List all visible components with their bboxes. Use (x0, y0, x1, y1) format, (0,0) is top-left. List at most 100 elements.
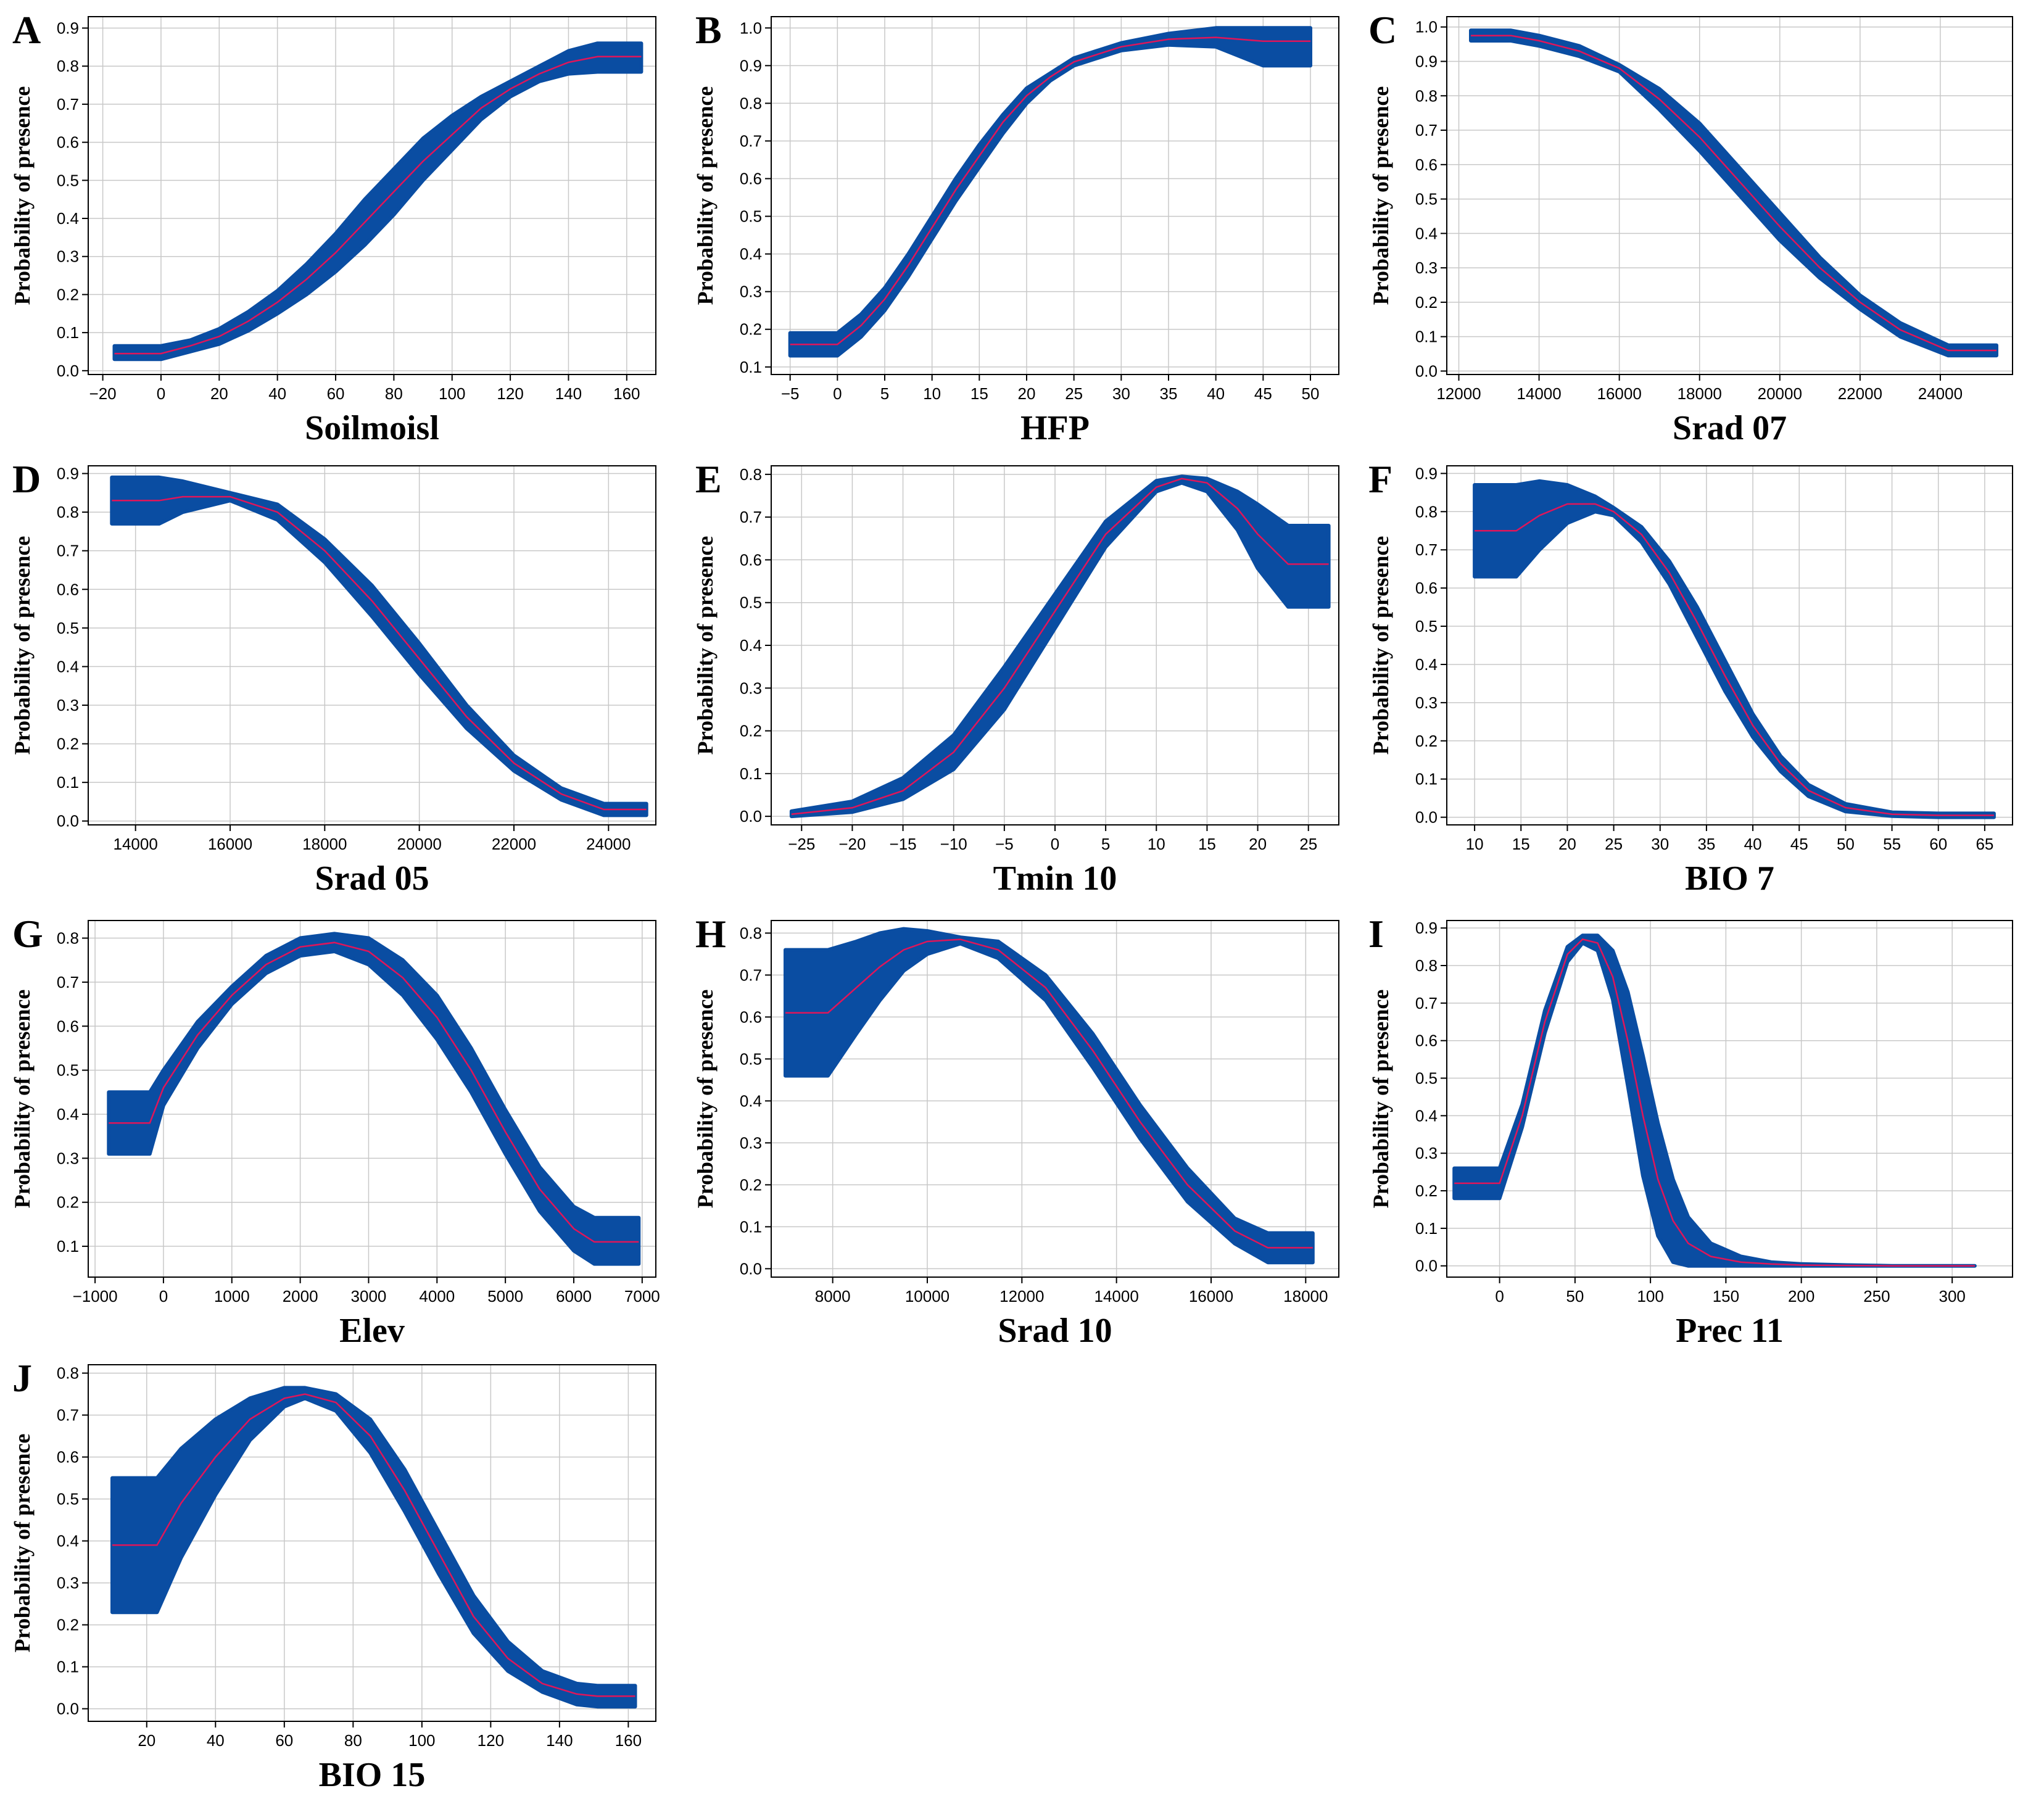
y-axis-label: Probability of presence (693, 536, 718, 755)
x-tick-label: 140 (546, 1731, 573, 1750)
x-tick-label: −25 (788, 835, 815, 853)
y-tick-label: 0.0 (1415, 808, 1438, 827)
y-tick-label: 0.1 (1415, 770, 1438, 788)
x-axis-label: BIO 15 (319, 1756, 426, 1794)
x-tick-label: 22000 (492, 835, 536, 853)
y-tick-label: 0.5 (1415, 190, 1438, 209)
y-tick-label: 0.6 (1415, 579, 1438, 597)
y-tick-label: 0.4 (1415, 655, 1438, 674)
x-tick-label: 35 (1160, 384, 1178, 403)
panel-c: 12000 14000 16000 18000 20000 22000 24000 0.0 0.… (1368, 8, 2013, 447)
y-tick-label: 0.4 (740, 1091, 762, 1110)
x-tick-label: 30 (1112, 384, 1130, 403)
y-tick-label: 0.2 (1415, 732, 1438, 750)
y-tick-label: 0.9 (740, 56, 762, 75)
x-tick-label: 16000 (208, 835, 252, 853)
x-tick-label: 16000 (1189, 1287, 1233, 1305)
x-tick-label: 0 (1495, 1287, 1504, 1305)
x-tick-label: 16000 (1597, 384, 1641, 403)
x-tick-label: 60 (1929, 835, 1947, 853)
y-tick-label: 0.8 (1415, 86, 1438, 105)
x-tick-label: 45 (1254, 384, 1272, 403)
y-axis-label: Probability of presence (1368, 86, 1393, 305)
x-tick-label: 50 (1837, 835, 1855, 853)
confidence-band (1469, 28, 1998, 358)
y-tick-label: 0.5 (740, 594, 762, 612)
y-tick-label: 0.8 (57, 503, 79, 521)
y-tick-label: 0.7 (1415, 994, 1438, 1012)
panel-e: −25 −20 −15 −10 −5 0 5 10 15 20 25 0.0 0.1 0.2 0.3 0.4 0… (693, 457, 1339, 898)
x-tick-label: 80 (385, 384, 403, 403)
y-tick-label: 0.8 (740, 94, 762, 112)
y-tick-label: 0.5 (740, 207, 762, 226)
x-tick-label: 20 (138, 1731, 155, 1750)
mean-response-line (1454, 938, 1975, 1267)
x-tick-label: 15 (1512, 835, 1530, 853)
x-tick-label: 200 (1788, 1287, 1814, 1305)
x-tick-label: 18000 (302, 835, 347, 853)
y-tick-label: 0.3 (740, 1133, 762, 1152)
y-tick-label: 0.2 (740, 1175, 762, 1194)
x-tick-label: 20000 (1758, 384, 1802, 403)
x-tick-label: 65 (1976, 835, 1993, 853)
y-tick-label: 0.3 (57, 1574, 79, 1592)
y-tick-label: 0.0 (740, 1259, 762, 1278)
mean-response-line (112, 1393, 635, 1697)
panel-letter: E (695, 457, 722, 501)
x-tick-label: 0 (159, 1287, 168, 1305)
x-tick-label: 0 (157, 384, 165, 403)
y-tick-label: 1.0 (1415, 18, 1438, 36)
x-axis-label: Srad 10 (998, 1312, 1112, 1350)
plot-frame (88, 465, 656, 825)
y-tick-label: 0.8 (740, 465, 762, 484)
x-tick-label: −5 (781, 384, 800, 403)
x-axis-label: Prec 11 (1676, 1312, 1784, 1350)
confidence-band (784, 927, 1315, 1265)
y-tick-label: 0.7 (57, 973, 79, 991)
y-tick-label: 0.3 (57, 247, 79, 266)
x-tick-label: 15 (970, 384, 988, 403)
y-tick-label: 0.4 (1415, 1106, 1438, 1125)
y-tick-label: 0.8 (1415, 502, 1438, 521)
x-tick-label: 100 (1637, 1287, 1663, 1305)
x-tick-label: 14000 (1516, 384, 1561, 403)
x-tick-label: 35 (1697, 835, 1715, 853)
y-tick-label: 0.9 (57, 19, 79, 38)
y-tick-label: 0.3 (57, 696, 79, 714)
confidence-band (788, 26, 1312, 358)
confidence-band (107, 932, 641, 1266)
x-tick-label: 2000 (283, 1287, 318, 1305)
y-tick-label: 0.5 (740, 1049, 762, 1068)
x-tick-label: 10 (923, 384, 941, 403)
y-tick-label: 0.2 (57, 735, 79, 753)
plot-frame (771, 16, 1339, 375)
y-tick-label: 0.1 (740, 1217, 762, 1236)
y-tick-label: 0.2 (740, 722, 762, 740)
x-tick-label: 40 (1207, 384, 1225, 403)
y-tick-label: 0.4 (1415, 224, 1438, 242)
x-tick-label: 0 (833, 384, 842, 403)
y-axis-label: Probability of presence (693, 990, 718, 1209)
x-tick-label: 1000 (214, 1287, 250, 1305)
x-tick-label: 100 (408, 1731, 435, 1750)
x-axis-label: Srad 05 (315, 859, 429, 898)
y-axis-label: Probability of presence (1368, 990, 1393, 1209)
y-tick-label: 0.2 (57, 285, 79, 304)
mean-response-line (785, 938, 1313, 1249)
y-tick-label: 0.0 (1415, 362, 1438, 380)
x-tick-label: 25 (1065, 384, 1083, 403)
y-tick-label: 0.6 (740, 1008, 762, 1026)
y-tick-label: 0.1 (1415, 1219, 1438, 1238)
y-tick-label: 0.4 (740, 636, 762, 655)
y-tick-label: 0.7 (1415, 540, 1438, 559)
x-tick-label: 6000 (556, 1287, 592, 1305)
x-tick-label: 120 (478, 1731, 504, 1750)
y-axis-label: Probability of presence (693, 86, 718, 305)
y-tick-label: 0.7 (1415, 121, 1438, 139)
panel-letter: A (12, 8, 41, 52)
x-tick-label: 7000 (624, 1287, 660, 1305)
y-tick-label: 0.1 (740, 358, 762, 376)
y-tick-label: 0.5 (57, 1061, 79, 1080)
y-tick-label: 0.5 (1415, 1069, 1438, 1088)
x-tick-label: 40 (1744, 835, 1762, 853)
